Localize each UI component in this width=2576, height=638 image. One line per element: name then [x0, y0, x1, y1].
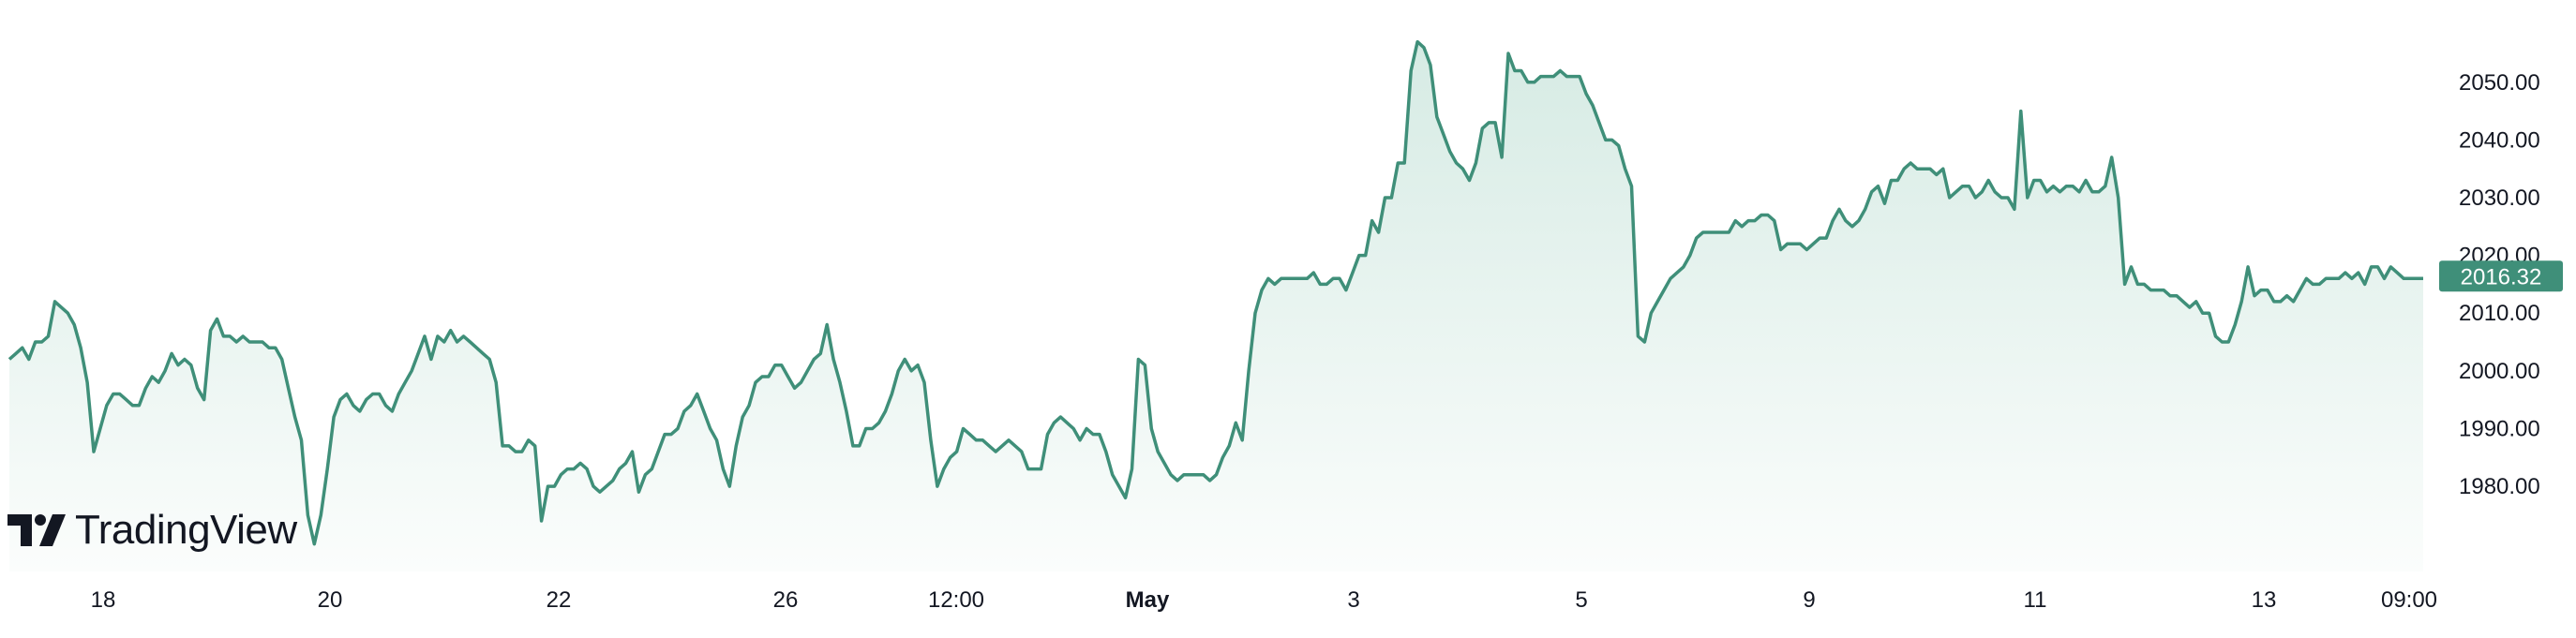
x-tick-label: 20 — [318, 587, 343, 613]
x-tick-label: 22 — [547, 587, 572, 613]
area-fill-layer — [9, 41, 2423, 572]
x-tick-label: 3 — [1347, 587, 1359, 613]
y-tick-label: 2040.00 — [2459, 127, 2540, 153]
y-tick-label: 2000.00 — [2459, 359, 2540, 384]
tradingview-logo[interactable]: TradingView — [7, 502, 297, 558]
series-line-layer — [7, 39, 2423, 546]
x-tick-label: 5 — [1575, 587, 1587, 613]
x-tick-label: 12:00 — [928, 587, 984, 613]
last-price-badge-bg — [2439, 260, 2563, 292]
x-tick-label: 9 — [1803, 587, 1815, 613]
y-tick-label: 2030.00 — [2459, 185, 2540, 211]
last-price-badge-text: 2016.32 — [2461, 264, 2542, 289]
y-axis[interactable]: 2050.002040.002030.002020.002010.002000.… — [2459, 70, 2540, 499]
x-tick-label: 09:00 — [2381, 587, 2437, 613]
y-tick-label: 2010.00 — [2459, 301, 2540, 326]
price-series-line — [7, 39, 2423, 546]
price-area-fill — [9, 41, 2423, 572]
y-tick-label: 2050.00 — [2459, 70, 2540, 96]
x-tick-label: 26 — [773, 587, 799, 613]
x-tick-label: 11 — [2024, 587, 2047, 613]
tradingview-logo-icon — [7, 514, 66, 546]
y-tick-label: 1990.00 — [2459, 417, 2540, 442]
x-tick-label: May — [1126, 587, 1170, 613]
last-price-badge: 2016.32 — [2439, 260, 2563, 292]
tradingview-logo-text: TradingView — [75, 507, 297, 553]
x-tick-label: 13 — [2252, 587, 2277, 613]
y-tick-label: 1980.00 — [2459, 474, 2540, 499]
x-tick-label: 18 — [91, 587, 116, 613]
x-axis[interactable]: 18 20 22 26 12:00 May 3 5 9 11 13 09:00 — [91, 587, 2437, 613]
